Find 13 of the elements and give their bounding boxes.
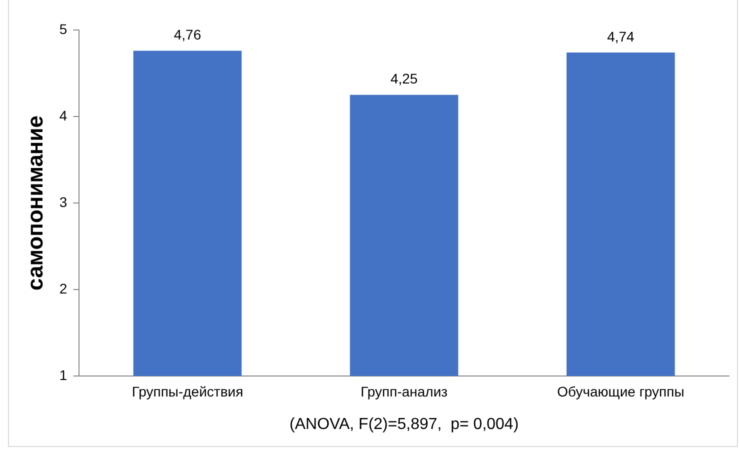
y-tick-label: 2 bbox=[59, 280, 68, 296]
x-tick-label: Группы-действия bbox=[132, 383, 244, 400]
y-tick-label: 4 bbox=[59, 107, 68, 124]
y-tick-label: 1 bbox=[59, 366, 68, 383]
data-label: 4,74 bbox=[607, 28, 635, 44]
data-label: 4,76 bbox=[174, 26, 202, 43]
data-label: 4,25 bbox=[390, 70, 418, 87]
y-tick-label: 3 bbox=[59, 194, 68, 210]
y-axis-title: самопонимание bbox=[22, 116, 48, 290]
x-tick-label: Групп-анализ bbox=[360, 383, 448, 400]
x-tick-label: Обучающие группы bbox=[557, 383, 684, 400]
y-tick-label: 5 bbox=[59, 20, 68, 37]
x-axis-title: (ANOVA, F(2)=5,897, p= 0,004) bbox=[290, 416, 519, 433]
